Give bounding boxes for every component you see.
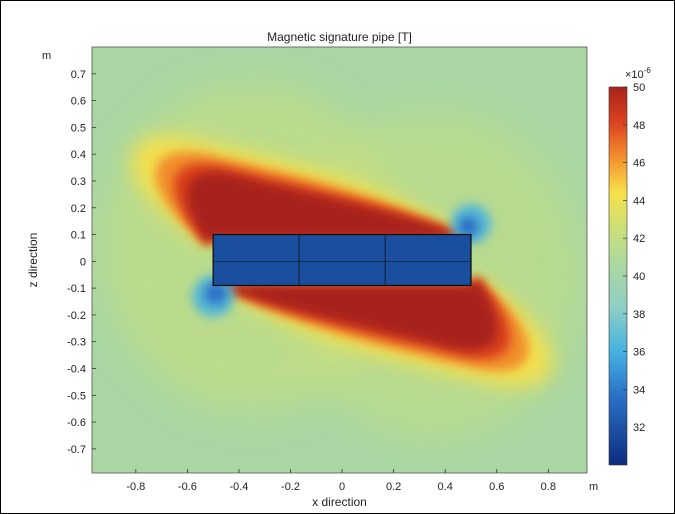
y-tick-label: 0.6 xyxy=(71,96,86,108)
y-tick-label: 0 xyxy=(80,256,86,268)
y-axis-unit: m xyxy=(42,50,51,62)
y-tick-label: -0.4 xyxy=(67,364,86,376)
x-tick-label: -0.4 xyxy=(229,481,248,493)
y-tick-label: -0.3 xyxy=(67,337,86,349)
spot-upper-right-inner xyxy=(458,216,479,237)
colorbar-tick-label: 32 xyxy=(633,422,645,434)
colorbar-tick-label: 48 xyxy=(633,120,645,132)
upper-lobe-core xyxy=(186,172,461,246)
colorbar-tick-label: 42 xyxy=(633,233,645,245)
colorbar-tick-label: 36 xyxy=(633,347,645,359)
colorbar-tick-label: 40 xyxy=(633,271,645,283)
colorbar-tick-label: 50 xyxy=(633,82,645,94)
chart-title: Magnetic signature pipe [T] xyxy=(267,30,412,44)
x-tick-label: 0.4 xyxy=(438,481,453,493)
plot-area xyxy=(92,47,587,473)
colorbar-exponent-power: -6 xyxy=(644,66,652,75)
colorbar-tick-label: 46 xyxy=(633,158,645,170)
x-tick-label: 0.8 xyxy=(541,481,556,493)
y-axis-label: z direction xyxy=(26,233,40,288)
y-tick-label: 0.2 xyxy=(71,203,86,215)
y-tick-label: 0.5 xyxy=(71,122,86,134)
x-tick-label: -0.6 xyxy=(178,481,197,493)
x-axis-unit: m xyxy=(589,481,598,493)
y-axis-ticks: 0.7 0.6 0.5 0.4 0.3 0.2 0.1 0 -0.1 -0.2 -0.3 -0.4 -0… xyxy=(67,69,96,456)
x-axis-ticks: -0.8 -0.6 -0.4 -0.2 0 0.2 0.4 0.6 0.8 xyxy=(126,469,556,493)
y-tick-label: -0.1 xyxy=(67,283,86,295)
colorbar-exponent-base: ×10 xyxy=(625,69,644,81)
lower-lobe-core xyxy=(223,277,498,351)
y-tick-label: -0.5 xyxy=(67,390,86,402)
x-tick-label: 0.2 xyxy=(386,481,401,493)
spot-lower-left-inner xyxy=(204,282,227,305)
x-axis-label: x direction xyxy=(312,495,367,509)
colorbar: 32 34 36 38 40 42 44 46 48 50 ×10-6 xyxy=(608,66,651,466)
x-tick-label: 0 xyxy=(339,481,345,493)
y-tick-label: -0.7 xyxy=(67,444,86,456)
x-tick-label: 0.6 xyxy=(489,481,504,493)
colorbar-ticks: 32 34 36 38 40 42 44 46 48 50 xyxy=(623,82,645,434)
colorbar-tick-label: 34 xyxy=(633,384,645,396)
colorbar-tick-label: 44 xyxy=(633,195,645,207)
y-tick-label: -0.6 xyxy=(67,417,86,429)
colorbar-tick-label: 38 xyxy=(633,309,645,321)
y-tick-label: 0.1 xyxy=(71,230,86,242)
y-tick-label: 0.7 xyxy=(71,69,86,81)
colorbar-exponent: ×10-6 xyxy=(625,66,651,81)
y-tick-label: 0.3 xyxy=(71,176,86,188)
x-tick-label: -0.2 xyxy=(281,481,300,493)
plot-border xyxy=(91,46,588,474)
y-tick-label: -0.2 xyxy=(67,310,86,322)
pipe xyxy=(212,233,472,287)
x-tick-label: -0.8 xyxy=(126,481,145,493)
y-tick-label: 0.4 xyxy=(71,149,86,161)
pipe-body xyxy=(212,233,472,287)
